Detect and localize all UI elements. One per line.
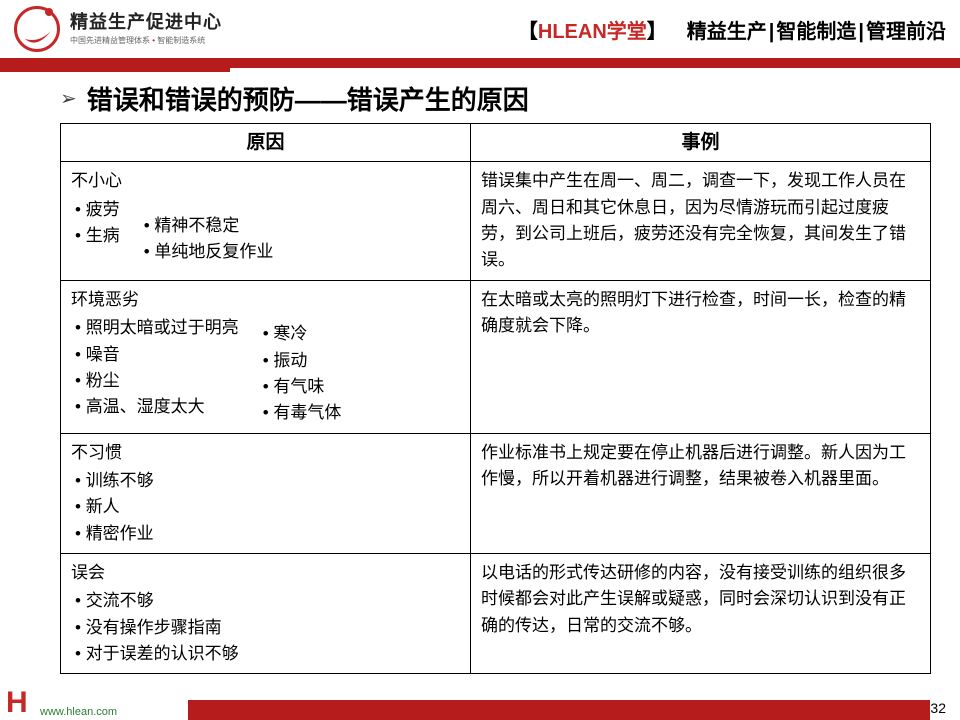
main-content: ➢ 错误和错误的预防——错误产生的原因 原因 事例 不小心 疲劳 (0, 68, 960, 674)
logo-icon (14, 6, 60, 52)
example-cell: 在太暗或太亮的照明灯下进行检查，时间一长，检查的精确度就会下降。 (471, 280, 931, 433)
footer-logo-h: H (6, 686, 26, 720)
table-row: 不习惯 训练不够 新人 精密作业 作业标准书上规定要在停止机器后进行调整。新人因… (61, 433, 931, 553)
cause-cell: 不小心 疲劳 生病 精神不稳定 单纯地反复作业 (61, 162, 471, 280)
cause-cell: 误会 交流不够 没有操作步骤指南 对于误差的认识不够 (61, 553, 471, 673)
bullet-list: 精神不稳定 单纯地反复作业 (140, 213, 274, 266)
header-bar: 精益生产促进中心 中国先进精益管理体系 • 智能制造系统 【HLEAN学堂】 精… (0, 0, 960, 58)
bullet-list: 训练不够 新人 精密作业 (71, 468, 460, 547)
th-cause: 原因 (61, 124, 471, 162)
slogan: 精益生产|智能制造|管理前沿 (687, 15, 946, 44)
page-title: 错误和错误的预防——错误产生的原因 (87, 80, 529, 117)
logo-en: 中国先进精益管理体系 • 智能制造系统 (70, 36, 222, 46)
footer-red-strip (188, 700, 930, 720)
bullet-list: 寒冷 振动 有气味 有毒气体 (259, 321, 342, 426)
table-header-row: 原因 事例 (61, 124, 931, 162)
logo-text: 精益生产促进中心 中国先进精益管理体系 • 智能制造系统 (70, 12, 222, 45)
cause-cell: 环境恶劣 照明太暗或过于明亮 噪音 粉尘 高温、湿度太大 寒冷 振动 (61, 280, 471, 433)
page-number: 32 (930, 700, 946, 716)
cause-table: 原因 事例 不小心 疲劳 生病 精神不稳 (60, 123, 931, 674)
slide-page: 精益生产促进中心 中国先进精益管理体系 • 智能制造系统 【HLEAN学堂】 精… (0, 0, 960, 720)
divider-bar (0, 58, 960, 68)
th-example: 事例 (471, 124, 931, 162)
example-cell: 错误集中产生在周一、周二，调查一下，发现工作人员在周六、周日和其它休息日，因为尽… (471, 162, 931, 280)
example-cell: 作业标准书上规定要在停止机器后进行调整。新人因为工作慢，所以开着机器进行调整，结… (471, 433, 931, 553)
cause-cell: 不习惯 训练不够 新人 精密作业 (61, 433, 471, 553)
footer-url: www.hlean.com (40, 706, 117, 718)
table-row: 误会 交流不够 没有操作步骤指南 对于误差的认识不够 以电话的形式传达研修的内容… (61, 553, 931, 673)
table-row: 环境恶劣 照明太暗或过于明亮 噪音 粉尘 高温、湿度太大 寒冷 振动 (61, 280, 931, 433)
table-row: 不小心 疲劳 生病 精神不稳定 单纯地反复作业 错误集中产 (61, 162, 931, 280)
footer: H www.hlean.com 32 (0, 698, 960, 720)
hlean-label: 【HLEAN学堂】 (518, 15, 667, 44)
bullet-list: 交流不够 没有操作步骤指南 对于误差的认识不够 (71, 588, 460, 667)
bullet-list: 疲劳 生病 (71, 197, 120, 266)
example-cell: 以电话的形式传达研修的内容，没有接受训练的组织很多时候都会对此产生误解或疑惑，同… (471, 553, 931, 673)
bullet-list: 照明太暗或过于明亮 噪音 粉尘 高温、湿度太大 (71, 315, 239, 426)
chevron-icon: ➢ (60, 86, 77, 111)
title-row: ➢ 错误和错误的预防——错误产生的原因 (60, 80, 938, 117)
logo-block: 精益生产促进中心 中国先进精益管理体系 • 智能制造系统 (14, 6, 222, 52)
logo-cn: 精益生产促进中心 (70, 12, 222, 34)
header-right: 【HLEAN学堂】 精益生产|智能制造|管理前沿 (518, 15, 946, 44)
